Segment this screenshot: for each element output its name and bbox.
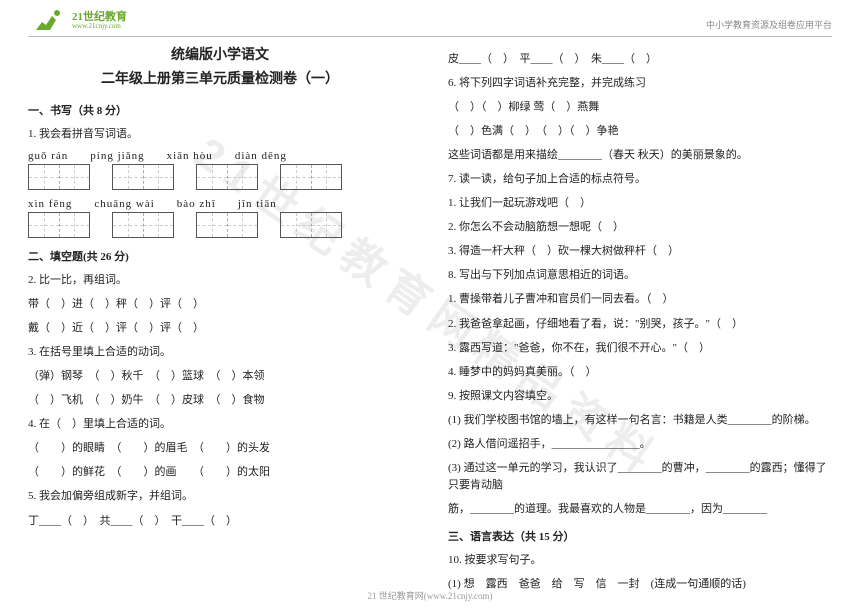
q9: 9. 按照课文内容填空。 — [448, 388, 832, 405]
pinyin-row-2: xìn fēng chuāng wài bào zhǐ jīn tiān — [28, 198, 412, 210]
left-column: 统编版小学语文 二年级上册第三单元质量检测卷（一） 一、书写（共 8 分） 1.… — [28, 44, 412, 584]
q8-line: 2. 我爸爸拿起画，仔细地看了看，说："别哭，孩子。"（ ） — [448, 316, 832, 333]
char-grid — [196, 212, 258, 238]
char-grid — [28, 212, 90, 238]
q10: 10. 按要求写句子。 — [448, 552, 832, 569]
q9-line: (1) 我们学校图书馆的墙上，有这样一句名言：书籍是人类________的阶梯。 — [448, 412, 832, 429]
section-3-head: 三、语言表达（共 15 分） — [448, 528, 832, 544]
char-grid — [28, 164, 90, 190]
section-1-head: 一、书写（共 8 分） — [28, 102, 412, 118]
pinyin-row-1: guǒ rán píng jiǎng xiān hòu diàn dēng — [28, 150, 412, 162]
grid-row-2 — [28, 212, 412, 238]
section-2-head: 二、填空题(共 26 分) — [28, 248, 412, 264]
pinyin: xìn fēng — [28, 198, 72, 210]
char-grid — [112, 164, 174, 190]
q6b: 这些词语都是用来描绘________（春天 秋天）的美丽景象的。 — [448, 147, 832, 164]
platform-label: 中小学教育资源及组卷应用平台 — [706, 18, 832, 31]
q2: 2. 比一比，再组词。 — [28, 272, 412, 289]
title-line1: 统编版小学语文 — [28, 44, 412, 64]
q4: 4. 在（ ）里填上合适的词。 — [28, 416, 412, 433]
pinyin: chuāng wài — [94, 198, 154, 210]
q5-cont: 皮____（ ） 平____（ ） 朱____（ ） — [448, 51, 832, 68]
q8-line: 3. 露西写道："爸爸，你不在，我们很不开心。"（ ） — [448, 340, 832, 357]
char-grid — [280, 212, 342, 238]
site-logo: 21世纪教育 www.21cnjy.com — [28, 8, 127, 34]
pinyin: xiān hòu — [167, 150, 213, 162]
q5-line: 丁____（ ） 共____（ ） 干____（ ） — [28, 513, 412, 530]
runner-icon — [28, 8, 68, 34]
pinyin: jīn tiān — [238, 198, 277, 210]
q6-line: （ ）色满（ ） （ ）（ ）争艳 — [448, 123, 832, 140]
q9-line: (3) 通过这一单元的学习，我认识了________的曹冲，________的露… — [448, 460, 832, 494]
q2-line: 戴（ ）近（ ）评（ ）评（ ） — [28, 320, 412, 337]
pinyin: píng jiǎng — [90, 150, 144, 162]
q5: 5. 我会加偏旁组成新字，并组词。 — [28, 488, 412, 505]
q8-line: 1. 曹操带着儿子曹冲和官员们一同去看。（ ） — [448, 291, 832, 308]
pinyin: diàn dēng — [235, 150, 287, 162]
q4-line: （ ）的眼睛 （ ）的眉毛 （ ）的头发 — [28, 440, 412, 457]
logo-sub: www.21cnjy.com — [72, 23, 127, 30]
q3-line: （ ）飞机 （ ）奶牛 （ ）皮球 （ ）食物 — [28, 392, 412, 409]
q9-line: (2) 路人借问遥招手，________________。 — [448, 436, 832, 453]
char-grid — [280, 164, 342, 190]
q2-line: 带（ ）进（ ）秤（ ）评（ ） — [28, 296, 412, 313]
doc-title: 统编版小学语文 二年级上册第三单元质量检测卷（一） — [28, 44, 412, 88]
q3-line: （弹）钢琴 （ ）秋千 （ ）篮球 （ ）本领 — [28, 368, 412, 385]
title-line2: 二年级上册第三单元质量检测卷（一） — [28, 68, 412, 88]
q7-line: 2. 你怎么不会动脑筋想一想呢（ ） — [448, 219, 832, 236]
q6: 6. 将下列四字词语补充完整，并完成练习 — [448, 75, 832, 92]
q7-line: 3. 得造一杆大秤（ ）砍一棵大树做秤杆（ ） — [448, 243, 832, 260]
page-body: 统编版小学语文 二年级上册第三单元质量检测卷（一） 一、书写（共 8 分） 1.… — [28, 44, 832, 584]
q8-line: 4. 睡梦中的妈妈真美丽。（ ） — [448, 364, 832, 381]
grid-row-1 — [28, 164, 412, 190]
q7-line: 1. 让我们一起玩游戏吧（ ） — [448, 195, 832, 212]
q1: 1. 我会看拼音写词语。 — [28, 126, 412, 143]
page-footer: 21 世纪教育网(www.21cnjy.com) — [0, 589, 860, 602]
header-rule — [28, 36, 832, 37]
q8: 8. 写出与下列加点词意思相近的词语。 — [448, 267, 832, 284]
right-column: 皮____（ ） 平____（ ） 朱____（ ） 6. 将下列四字词语补充完… — [448, 44, 832, 584]
pinyin: bào zhǐ — [177, 198, 216, 210]
q7: 7. 读一读，给句子加上合适的标点符号。 — [448, 171, 832, 188]
q3: 3. 在括号里填上合适的动词。 — [28, 344, 412, 361]
q6-line: （ ）（ ）柳绿 莺（ ）燕舞 — [448, 99, 832, 116]
q9-line: 筋，________的道理。我最喜欢的人物是________，因为_______… — [448, 501, 832, 518]
char-grid — [112, 212, 174, 238]
pinyin: guǒ rán — [28, 150, 68, 162]
char-grid — [196, 164, 258, 190]
q4-line: （ ）的鲜花 （ ）的画 （ ）的太阳 — [28, 464, 412, 481]
